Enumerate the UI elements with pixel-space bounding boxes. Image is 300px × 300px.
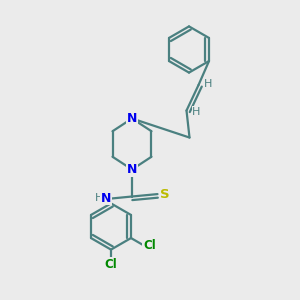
Text: H: H xyxy=(95,193,103,203)
Text: Cl: Cl xyxy=(143,239,156,252)
Text: Cl: Cl xyxy=(105,258,117,271)
Text: H: H xyxy=(204,79,212,88)
Text: H: H xyxy=(192,107,201,117)
Text: N: N xyxy=(127,163,137,176)
Text: N: N xyxy=(127,112,137,125)
Text: N: N xyxy=(101,191,111,205)
Text: S: S xyxy=(160,188,169,201)
